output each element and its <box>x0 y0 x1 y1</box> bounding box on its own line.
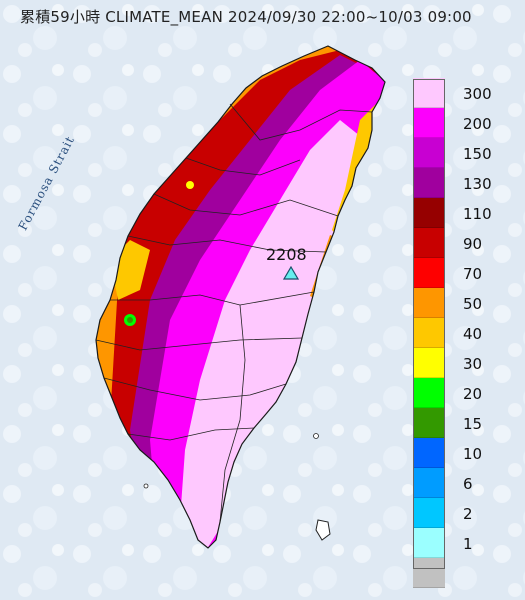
legend-swatch <box>413 168 445 198</box>
legend-row <box>413 558 503 588</box>
legend-swatch <box>413 498 445 528</box>
legend-swatch <box>413 408 445 438</box>
color-legend: 300 200 150 130 110 90 70 50 40 30 20 15 10 6 2 1 <box>413 78 503 588</box>
peak-marker-icon <box>283 266 299 280</box>
legend-swatch <box>413 198 445 228</box>
legend-label: 70 <box>463 265 483 283</box>
legend-row: 6 <box>413 468 503 498</box>
legend-label: 200 <box>463 115 492 133</box>
legend-label: 50 <box>463 295 483 313</box>
legend-row: 300 <box>413 78 503 108</box>
legend-row: 1 <box>413 528 503 558</box>
legend-swatch <box>413 528 445 558</box>
legend-label: 110 <box>463 205 492 223</box>
legend-label: 150 <box>463 145 492 163</box>
map-title: 累積59小時 CLIMATE_MEAN 2024/09/30 22:00~10/… <box>20 8 472 26</box>
legend-swatch <box>413 138 445 168</box>
legend-label: 40 <box>463 325 483 343</box>
legend-row: 90 <box>413 228 503 258</box>
offshore-islets <box>143 433 331 541</box>
legend-swatch <box>413 288 445 318</box>
legend-swatch <box>413 318 445 348</box>
legend-swatch <box>413 348 445 378</box>
legend-swatch <box>413 228 445 258</box>
legend-label: 30 <box>463 355 483 373</box>
legend-row: 15 <box>413 408 503 438</box>
legend-row: 130 <box>413 168 503 198</box>
legend-label: 300 <box>463 85 492 103</box>
legend-swatch <box>413 78 445 108</box>
county-boundaries <box>95 103 373 523</box>
legend-swatch <box>413 468 445 498</box>
legend-label: 15 <box>463 415 483 433</box>
legend-row: 200 <box>413 108 503 138</box>
legend-row: 10 <box>413 438 503 468</box>
legend-label: 90 <box>463 235 483 253</box>
legend-swatch <box>413 258 445 288</box>
legend-label: 20 <box>463 385 483 403</box>
legend-label: 6 <box>463 475 473 493</box>
legend-row: 2 <box>413 498 503 528</box>
legend-label: 10 <box>463 445 483 463</box>
legend-label: 130 <box>463 175 492 193</box>
legend-row: 70 <box>413 258 503 288</box>
legend-row: 110 <box>413 198 503 228</box>
legend-swatch <box>413 108 445 138</box>
legend-label: 1 <box>463 535 473 553</box>
legend-swatch <box>413 438 445 468</box>
legend-label: 2 <box>463 505 473 523</box>
legend-row: 20 <box>413 378 503 408</box>
legend-row: 50 <box>413 288 503 318</box>
legend-row: 150 <box>413 138 503 168</box>
legend-row: 40 <box>413 318 503 348</box>
legend-swatch <box>413 378 445 408</box>
peak-value-label: 2208 <box>266 245 307 264</box>
legend-swatch <box>413 558 445 588</box>
legend-row: 30 <box>413 348 503 378</box>
